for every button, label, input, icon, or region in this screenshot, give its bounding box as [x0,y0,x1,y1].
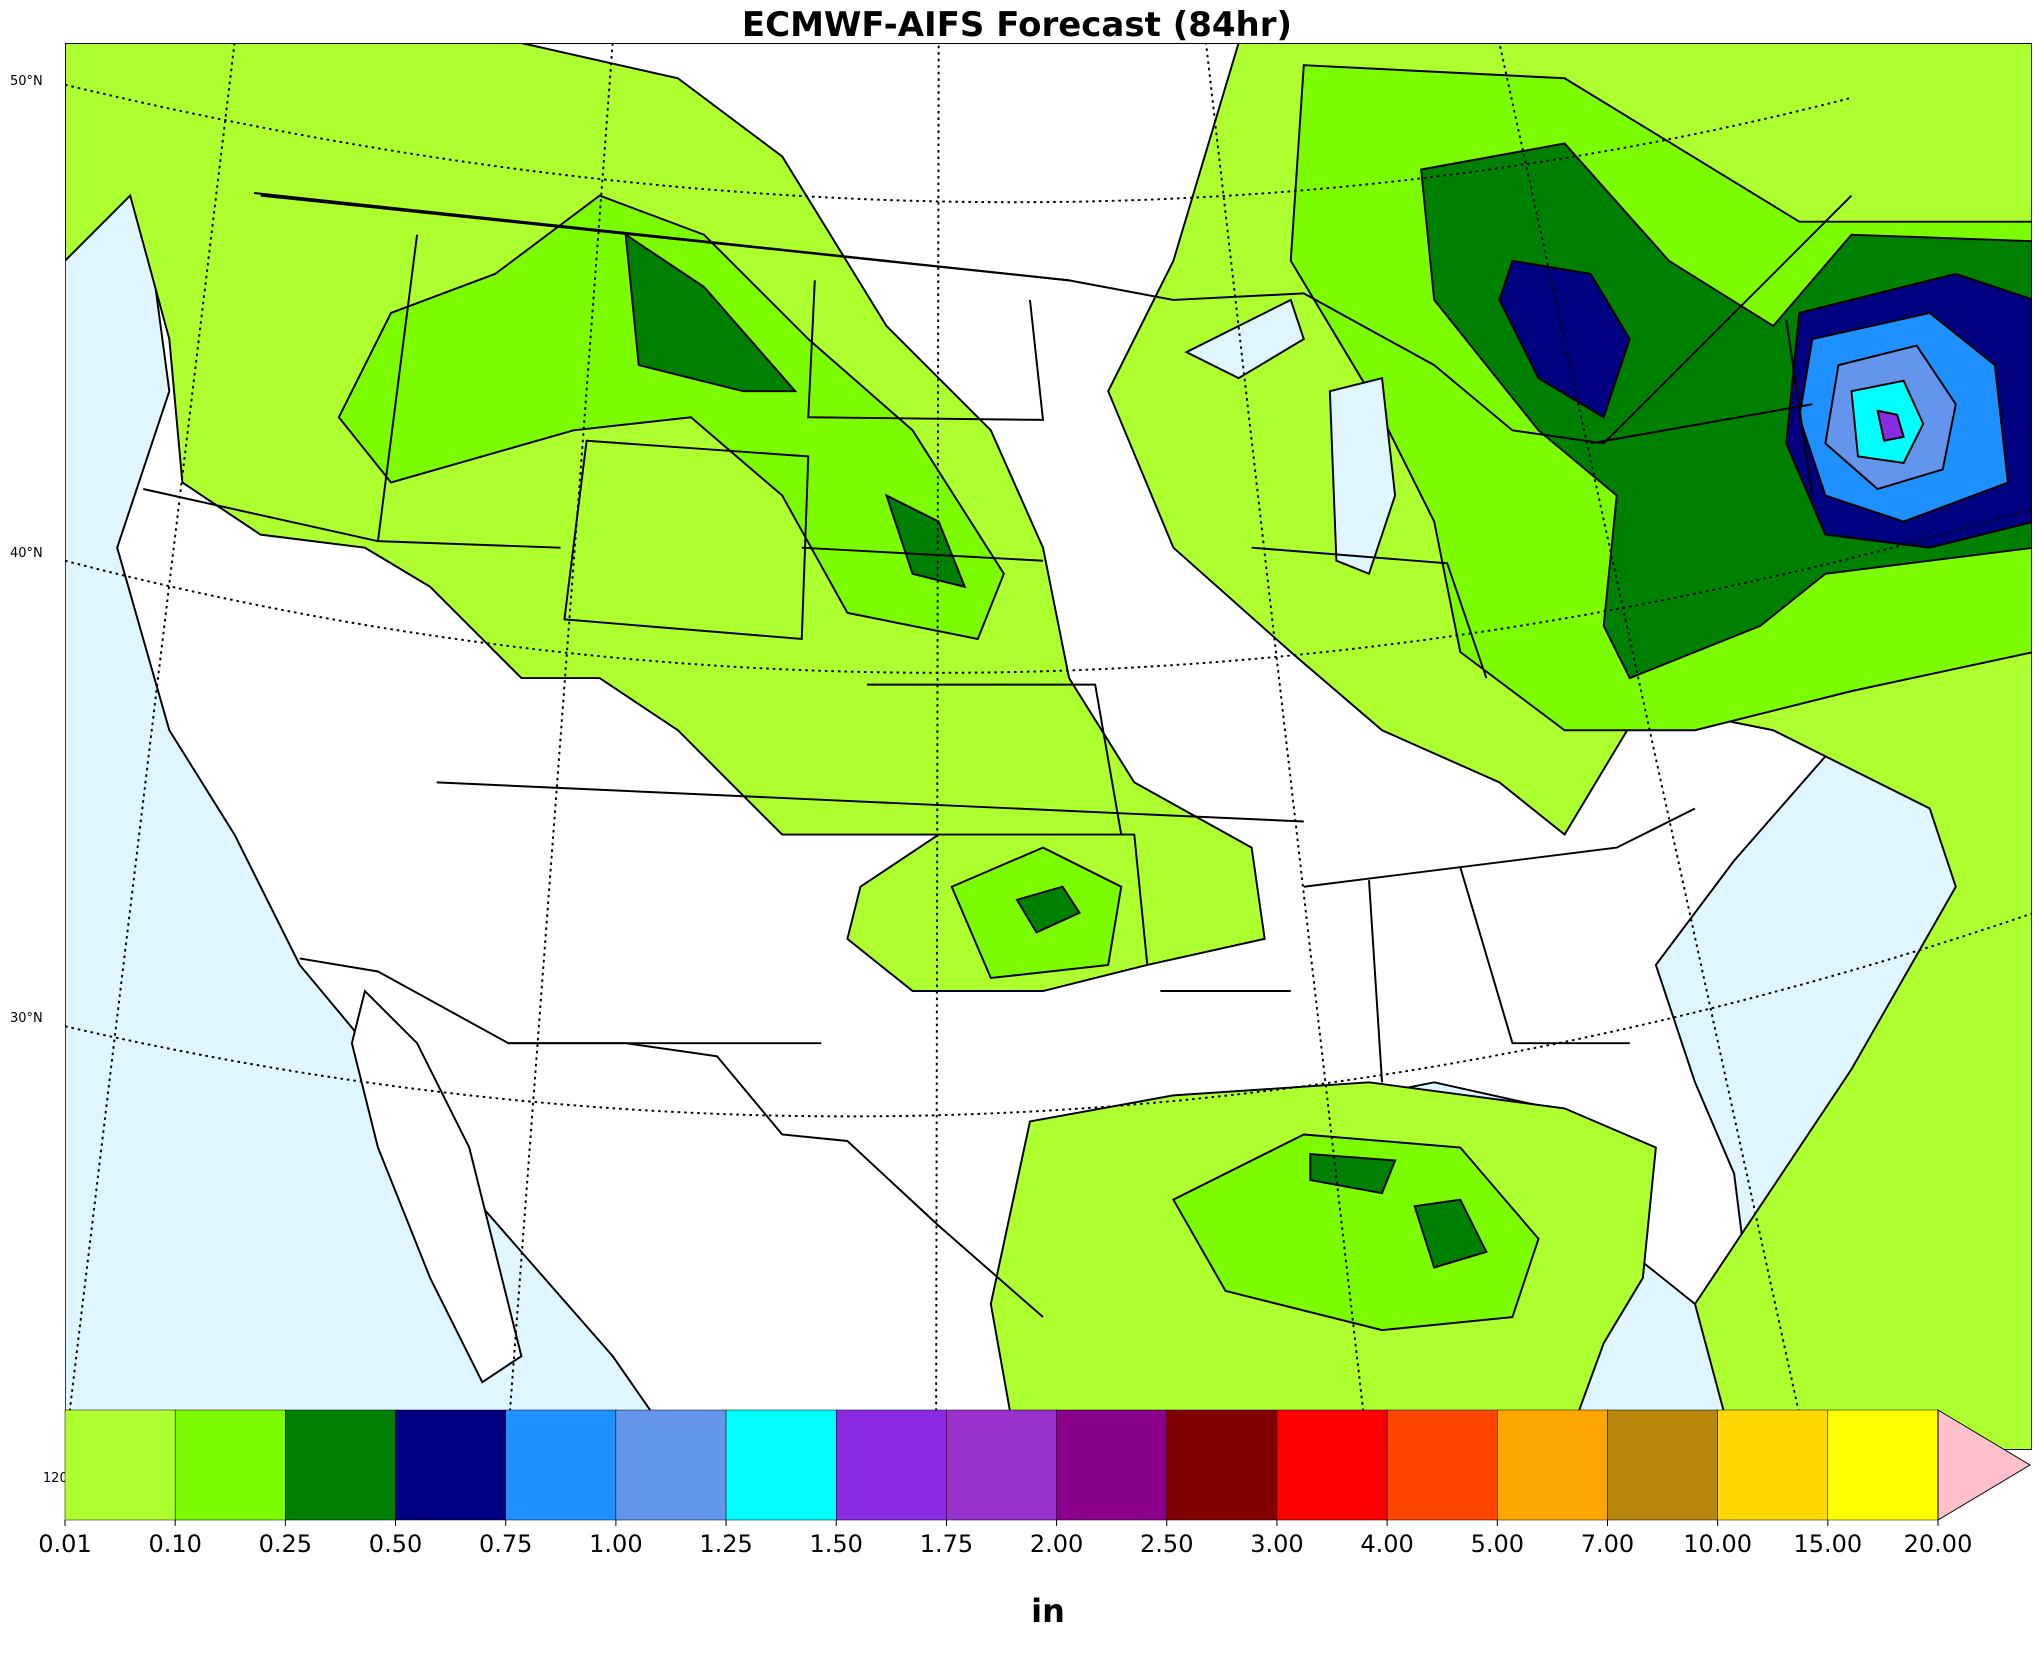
colorbar-extend [1937,1409,2031,1521]
colorbar-swatch [1497,1409,1608,1521]
lat-label: 40°N [10,546,43,561]
colorbar-tick-label: 4.00 [1360,1530,1413,1558]
colorbar-tick-label: 0.10 [148,1530,201,1558]
colorbar-tick-label: 1.25 [699,1530,752,1558]
precip-gulf-3 [1309,1152,1488,1269]
precip-west [65,43,1266,993]
colorbar-swatch [1717,1409,1829,1521]
colorbar-tick-label: 15.00 [1793,1530,1862,1558]
colorbar-swatch [1607,1409,1718,1521]
colorbar-swatch [1386,1409,1498,1521]
colorbar-swatch [1166,1409,1278,1521]
colorbar-tick-label: 0.75 [479,1530,532,1558]
precip-gulf-2 [1172,1133,1540,1332]
colorbar-swatch [615,1409,727,1521]
colorbar-label: in [1031,1592,1065,1630]
precip-ne-7 [1876,409,1905,442]
colorbar-tick-label: 7.00 [1581,1530,1634,1558]
colorbar-swatch [174,1409,286,1521]
colorbar-swatch [835,1409,947,1521]
colorbar-tick-label: 10.00 [1683,1530,1752,1558]
colorbar-tick-label: 2.00 [1030,1530,1083,1558]
title: ECMWF-AIFS Forecast (84hr) [742,5,1292,45]
colorbar-swatch [285,1409,396,1521]
great-lakes [1184,298,1397,576]
colorbar-tick-label: 20.00 [1904,1530,1973,1558]
colorbar-swatch [64,1409,176,1521]
colorbar-swatch [725,1409,837,1521]
border [253,192,1853,1318]
colorbar-swatch [1827,1409,1939,1521]
colorbar-tick-label: 3.00 [1250,1530,1303,1558]
colorbar-tick-label: 1.50 [810,1530,863,1558]
precip-plains [337,194,1005,641]
lat-label: 30°N [10,1011,43,1026]
colorbar: 0.01 0.10 0.25 0.50 0.75 1.00 1.25 1.50 1.75 2.00… [38,1409,2031,1630]
colorbar-swatch [946,1409,1057,1521]
map [65,43,2032,1450]
precip-tx-2 [1015,885,1081,934]
colorbar-tick-label: 5.00 [1471,1530,1524,1558]
colorbar-swatch [395,1409,506,1521]
lat-lines [65,83,2032,1118]
colorbar-swatch [505,1409,617,1521]
colorbar-swatch [1056,1409,1168,1521]
colorbar-tick-label: 1.00 [589,1530,642,1558]
precip-plains-2 [624,232,967,589]
colorbar-tick-label: 2.50 [1140,1530,1193,1558]
colorbar-tick-label: 0.25 [259,1530,312,1558]
baja [350,989,523,1384]
colorbar-swatch [1276,1409,1388,1521]
colorbar-tick-label: 1.75 [920,1530,973,1558]
colorbar-tick-label: 0.50 [369,1530,422,1558]
colorbar-tick-label: 0.01 [38,1530,91,1558]
lon-lines [65,43,1809,1450]
lat-label: 50°N [10,74,43,89]
